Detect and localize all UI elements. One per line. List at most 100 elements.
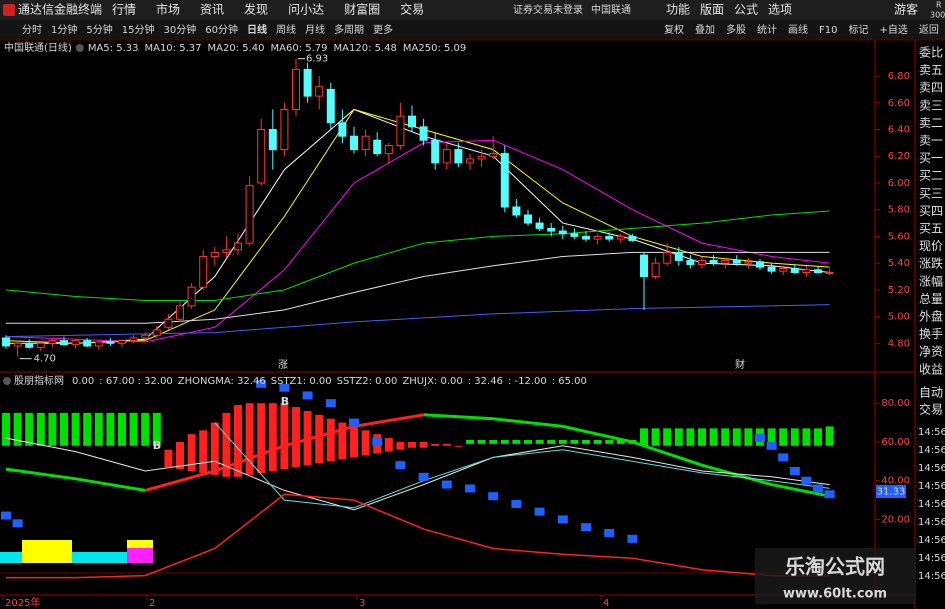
period-tab[interactable]: 1分钟 [51, 23, 77, 36]
period-tab[interactable]: 5分钟 [86, 23, 112, 36]
toolbar-action[interactable]: 复权 [664, 23, 684, 36]
value-badge [876, 485, 906, 498]
indicator-legend: ZHUJX: 0.00 [402, 376, 462, 387]
indicator-line [144, 413, 424, 492]
period-tab[interactable]: 周线 [276, 23, 296, 36]
period-tab[interactable]: 60分钟 [205, 23, 238, 36]
candle-body [234, 242, 242, 251]
candle-body [83, 340, 92, 347]
indicator-bar [60, 412, 68, 446]
toolbar-action[interactable]: 画线 [788, 23, 808, 36]
y-tick-label: 20.00 [881, 514, 910, 525]
indicator-bar [187, 434, 196, 471]
menu-item[interactable]: 财富圈 [344, 2, 380, 17]
candle-body [2, 337, 10, 347]
toolbar-action[interactable]: 标记 [848, 24, 868, 36]
indicator-bar [790, 428, 799, 446]
trade-label[interactable]: 自动 [919, 386, 943, 400]
candle-body [25, 342, 34, 348]
chart-title: 中国联通(日线) [4, 41, 72, 54]
toolbar-action[interactable]: F10 [819, 25, 837, 36]
menu-item[interactable]: 行情 [112, 3, 136, 17]
indicator-bar [721, 428, 730, 446]
tool-item[interactable]: 公式 [734, 3, 758, 17]
signal-block [22, 540, 72, 563]
period-tab[interactable]: 更多 [373, 23, 393, 36]
indicator-square [302, 391, 313, 400]
user[interactable]: 游客 [894, 2, 918, 17]
menu-item[interactable]: 市场 [156, 2, 180, 17]
indicator-bar [315, 414, 324, 464]
indicator-square [557, 515, 568, 524]
toolbar [0, 20, 945, 40]
indicator-bar [25, 412, 34, 446]
trade-label[interactable]: 交易 [919, 402, 943, 417]
toolbar-action[interactable]: 多股 [726, 23, 746, 36]
candle-body [454, 149, 463, 164]
indicator-bar [36, 412, 45, 446]
period-tab[interactable]: 多周期 [334, 23, 364, 36]
y-tick-label: 80.00 [881, 398, 910, 409]
low-label: 4.70 [34, 354, 56, 365]
indicator-square [813, 484, 823, 493]
toolbar-action[interactable]: 返回 [919, 24, 939, 36]
indicator-legend: : 32.46 [468, 376, 503, 387]
indicator-bar [222, 412, 231, 477]
indicator-bar [732, 428, 741, 446]
indicator-square [488, 492, 499, 501]
indicator-bar [477, 440, 486, 444]
candle-body [419, 126, 428, 141]
indicator-bar [686, 428, 695, 446]
indicator-bar [605, 440, 614, 444]
candle-body [477, 155, 486, 160]
indicator-bar [234, 405, 242, 477]
indicator-bar [396, 441, 405, 450]
menu-item[interactable]: 发现 [244, 2, 268, 17]
signal-block [127, 540, 153, 548]
indicator-bar [350, 426, 358, 458]
indicator-line [5, 413, 830, 498]
period-tab[interactable]: 月线 [305, 23, 325, 36]
toolbar-action[interactable]: 叠加 [695, 24, 715, 36]
indicator-square [465, 484, 475, 493]
signal-block [127, 548, 153, 563]
menu-item[interactable]: 资讯 [200, 3, 224, 17]
period-tab[interactable]: 分时 [22, 24, 42, 36]
signal-block [0, 552, 22, 563]
y-tick-label: 60.00 [881, 437, 910, 448]
candle-body [164, 318, 173, 328]
indicator-bar [593, 440, 602, 444]
quote-label: 收益 [919, 362, 943, 376]
indicator-bar [547, 440, 556, 444]
menu-item[interactable]: 问小达 [288, 3, 324, 17]
y-tick-label: 6.00 [888, 178, 910, 189]
indicator-bar [245, 403, 254, 475]
toolbar-action[interactable]: 统计 [757, 23, 777, 36]
indicator-bar [500, 440, 509, 444]
indicator-bar [164, 449, 173, 468]
tool-item[interactable]: 选项 [768, 3, 792, 17]
period-tab[interactable]: 30分钟 [163, 23, 196, 36]
indicator-bar [454, 445, 463, 447]
indicator-square [349, 418, 359, 427]
indicator-square [511, 499, 522, 508]
period-tab[interactable]: 日线 [247, 23, 267, 36]
candle-body [350, 135, 358, 151]
indicator-legend: : 67.00 : 32.00 [99, 376, 173, 387]
period-tab[interactable]: 15分钟 [122, 23, 155, 36]
indicator-bar [408, 441, 416, 448]
trade-time: 14:56 [918, 445, 945, 456]
candle-body [802, 269, 811, 273]
candle-body [709, 259, 718, 264]
trade-time: 14:56 [918, 517, 945, 528]
indicator-bar [663, 428, 672, 446]
y-tick-label: 6.40 [888, 125, 910, 136]
tool-item[interactable]: 功能 [666, 3, 690, 17]
indicator-bar [280, 403, 289, 470]
indicator-legend: SSTZ2: 0.00 [337, 376, 398, 387]
indicator-square [755, 434, 765, 443]
menu-item[interactable]: 交易 [400, 2, 424, 17]
toolbar-action[interactable]: +自选 [879, 23, 907, 36]
tool-item[interactable]: 版面 [700, 3, 724, 17]
quote-label: 买一 [919, 151, 943, 165]
